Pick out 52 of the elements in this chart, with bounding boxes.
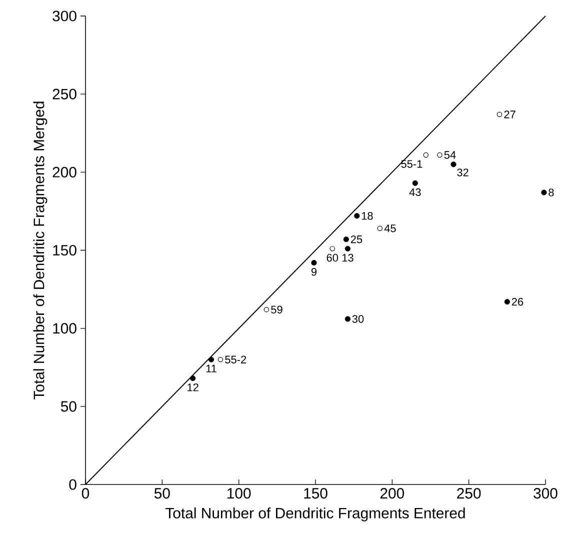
point — [504, 298, 510, 305]
annotation: 32 — [457, 168, 468, 176]
x-tick-label: 250 — [457, 488, 481, 499]
annotation: 18 — [362, 212, 373, 220]
y-tick-label: 200 — [52, 166, 76, 178]
point — [190, 376, 196, 382]
annotation: 26 — [512, 298, 524, 306]
y-tick-label: 250 — [52, 88, 76, 100]
annotation: 8 — [548, 188, 554, 196]
x-tick-label: 100 — [228, 488, 251, 499]
point — [344, 316, 351, 322]
annotation: 55-2 — [225, 356, 246, 364]
point — [344, 246, 351, 252]
x-axis-title: Total Number of Dendritic Fragments Entered — [165, 507, 465, 522]
annotation: 27 — [504, 110, 516, 118]
point — [496, 112, 502, 117]
y-axis-title: Total Number of Dendritic Fragments Merged — [33, 102, 48, 400]
y-tick-label: 50 — [60, 401, 76, 412]
x-tick-label: 200 — [380, 488, 404, 499]
point — [450, 162, 456, 168]
point — [218, 356, 224, 362]
annotation: 30 — [352, 315, 364, 323]
y-tick-label: 0 — [69, 479, 76, 490]
y-tick-label: 150 — [53, 244, 76, 256]
annotation: 45 — [384, 224, 396, 232]
annotation: 43 — [409, 188, 421, 196]
point — [423, 152, 429, 158]
annotation: 60 — [326, 254, 338, 262]
annotation: 13 — [342, 254, 354, 262]
annotation: 54 — [444, 151, 456, 159]
point — [311, 260, 317, 266]
y-tick-label: 300 — [52, 10, 76, 22]
x-tick-label: 150 — [304, 488, 328, 499]
annotation: 11 — [206, 364, 216, 372]
point — [354, 213, 360, 219]
point — [208, 356, 214, 362]
y-tick-label: 100 — [53, 323, 76, 334]
annotation: 9 — [311, 268, 316, 276]
point — [437, 152, 442, 158]
point — [412, 180, 418, 186]
annotation: 59 — [271, 306, 282, 314]
annotation: 55-1 — [401, 160, 422, 168]
x-tick-label: 300 — [534, 488, 558, 499]
x-tick-label: 0 — [82, 488, 90, 499]
x-tick-label: 50 — [154, 488, 170, 499]
point — [330, 246, 335, 252]
annotation: 12 — [188, 384, 198, 392]
point — [541, 190, 547, 196]
point — [377, 226, 383, 231]
annotation: 25 — [350, 235, 362, 244]
point — [343, 236, 349, 242]
point — [264, 306, 270, 312]
